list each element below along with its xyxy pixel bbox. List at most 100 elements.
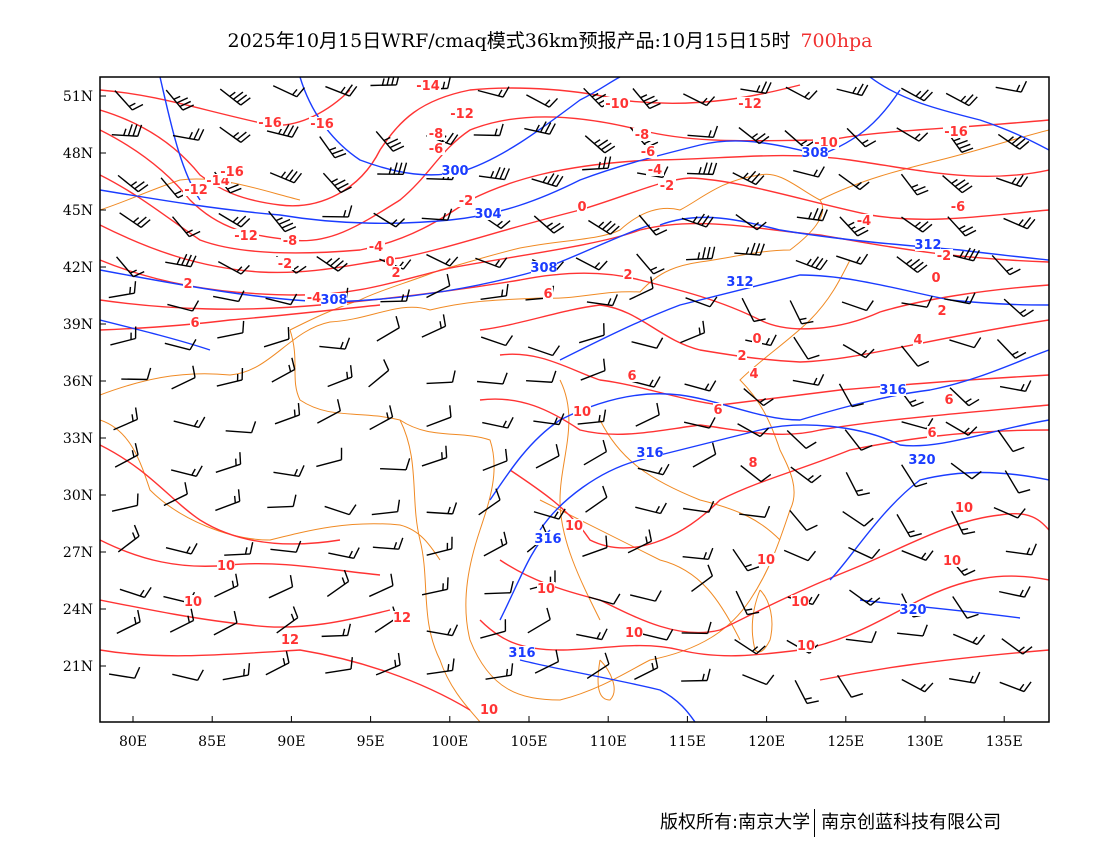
wind-barb (165, 543, 198, 555)
wind-barb (373, 212, 406, 228)
wind-barb (322, 172, 352, 194)
wind-barb (121, 367, 152, 381)
temperature-contour-label: -2 (660, 179, 674, 194)
temperature-contour-label: -14 (416, 79, 440, 94)
wind-barb (732, 170, 765, 186)
height-contour-label: 316 (534, 532, 561, 547)
wind-barb (739, 505, 771, 518)
lon-tick-label: 80E (119, 734, 147, 750)
wind-barb (380, 458, 411, 471)
label-background (257, 116, 283, 129)
wind-barb (836, 253, 869, 265)
wind-barb (533, 215, 565, 234)
wind-barb (482, 448, 508, 472)
wind-barb (473, 123, 504, 137)
height-contour-label: 304 (474, 207, 501, 222)
wind-barb (325, 84, 358, 97)
wind-barb (108, 666, 141, 679)
temperature-contour-label: -6 (641, 145, 655, 160)
wind-barb (789, 300, 814, 325)
wind-barb (111, 493, 139, 512)
wind-barb (533, 413, 565, 426)
wind-barb (901, 87, 933, 102)
wind-barb (681, 213, 714, 228)
wind-barb (172, 669, 204, 682)
wind-barb (272, 85, 306, 98)
temperature-contour-label: -16 (944, 125, 968, 140)
lat-tick-label: 33N (63, 431, 93, 447)
label-background (633, 128, 651, 141)
temperature-contour-label: 2 (623, 268, 632, 283)
wind-barb (327, 365, 353, 388)
wind-barb (942, 175, 973, 194)
label-background (855, 214, 873, 227)
temperature-contour-label: -12 (184, 183, 208, 198)
height-contour-label: 320 (899, 603, 926, 618)
wind-barb (321, 623, 352, 638)
wind-barb (273, 465, 305, 478)
temperature-contour-label: -4 (369, 240, 383, 255)
wind-barb (322, 205, 353, 218)
wind-barb (421, 208, 453, 221)
temperature-contour-label: 2 (391, 266, 400, 281)
temperature-contour-label: -2 (278, 257, 292, 272)
temperature-contour-label: 10 (537, 582, 555, 597)
wind-barb (684, 380, 717, 392)
wind-barb (735, 213, 767, 231)
label-background (281, 633, 299, 646)
wind-barb (108, 281, 137, 299)
label-background (577, 200, 587, 213)
wind-barb (638, 214, 668, 236)
wind-barb (216, 367, 244, 387)
wind-barb (792, 374, 825, 386)
wind-barb (743, 388, 774, 407)
lon-tick-label: 110E (590, 734, 627, 750)
wind-barb (119, 212, 151, 229)
wind-barb (896, 256, 928, 273)
wind-barb (271, 357, 296, 383)
wind-barb (214, 573, 239, 598)
height-contour-label: 308 (801, 146, 828, 161)
wind-barb (580, 358, 606, 381)
lon-tick-label: 120E (748, 734, 785, 750)
label-background (427, 142, 445, 155)
wind-barb (900, 173, 929, 196)
wind-barb (837, 674, 864, 698)
height-contour-label: 308 (320, 293, 347, 308)
wind-barb (794, 680, 819, 705)
wind-barb (1003, 217, 1036, 230)
lat-tick-label: 21N (63, 659, 93, 675)
wind-barb (483, 531, 508, 557)
lon-tick-label: 85E (198, 734, 226, 750)
wind-barb (117, 524, 140, 553)
label-background (281, 234, 299, 247)
temperature-contour-label: -6 (951, 200, 965, 215)
wind-barb (842, 343, 875, 359)
wind-barb (584, 135, 616, 154)
wind-barb (215, 489, 241, 512)
wind-barb (276, 606, 299, 634)
wind-barb (999, 380, 1032, 392)
wind-barb (426, 502, 458, 515)
label-background (442, 164, 468, 177)
wind-barb (268, 210, 297, 233)
wind-barb (901, 550, 934, 561)
wind-barb (316, 255, 348, 272)
wind-barb (849, 589, 881, 606)
lat-tick-label: 45N (63, 203, 93, 219)
wind-barb (375, 130, 405, 152)
temperature-contour-label: -16 (310, 117, 334, 132)
wind-barb (949, 387, 980, 407)
wind-barb (734, 242, 765, 256)
temperature-contour-label: 10 (184, 595, 202, 610)
lat-tick-label: 36N (63, 374, 93, 390)
label-background (802, 146, 828, 159)
wind-barb (586, 294, 618, 307)
wind-barb (844, 429, 873, 451)
wind-barb (1001, 638, 1033, 655)
wind-barb (265, 293, 298, 306)
wind-barb (901, 295, 933, 308)
wind-barb (165, 89, 195, 111)
label-background (915, 238, 941, 251)
wind-barb (477, 86, 510, 98)
